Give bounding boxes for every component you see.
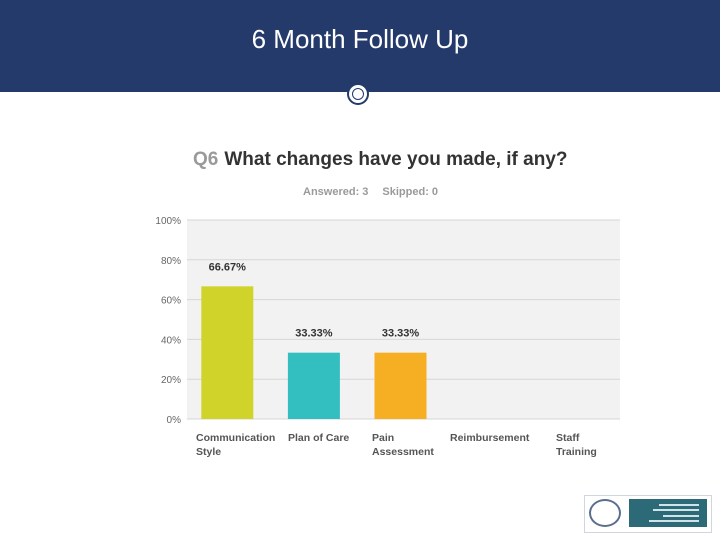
bar [287,352,340,419]
x-tick-label: Staff [556,432,580,444]
response-summary: Answered: 3 Skipped: 0 [303,186,452,198]
y-tick-label: 40% [161,335,181,346]
y-tick-label: 100% [155,216,181,227]
y-tick-label: 80% [161,256,181,267]
skipped-count: Skipped: 0 [382,186,439,198]
data-label: 66.67% [209,261,247,273]
circle-icon [347,83,369,105]
seal-icon [589,499,621,527]
x-tick-label: Style [196,446,221,458]
x-tick-label: Reimbursement [450,432,530,444]
y-tick-label: 20% [161,375,181,386]
y-tick-label: 60% [161,296,181,307]
answered-count: Answered: 3 [303,186,369,198]
question-title: Q6 What changes have you made, if any? [193,149,568,171]
question-text: What changes have you made, if any? [224,149,568,170]
data-label: 33.33% [382,328,420,340]
bar [374,352,427,419]
y-tick-label: 0% [167,415,182,426]
logo-text-panel [629,499,707,527]
data-label: 33.33% [295,328,333,340]
x-tick-label: Training [556,446,597,458]
slide-title: 6 Month Follow Up [251,24,469,54]
bar [201,286,254,419]
x-tick-label: Plan of Care [288,432,349,444]
question-number: Q6 [193,149,219,170]
x-tick-label: Communication [196,432,275,444]
x-tick-label: Assessment [372,446,434,458]
agency-logo [584,495,712,533]
slide-header [0,0,720,92]
x-tick-label: Pain [372,432,394,444]
